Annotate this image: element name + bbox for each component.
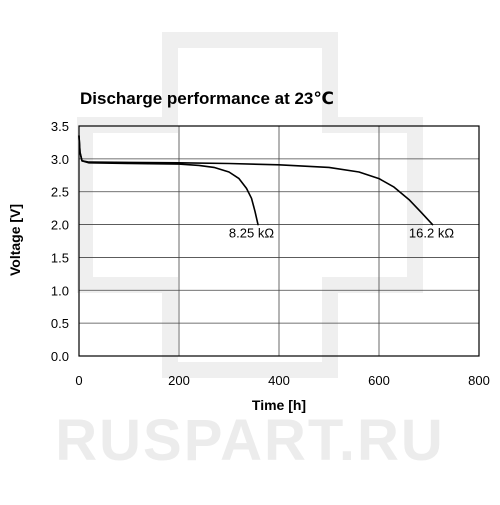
annotations: 8.25 kΩ 16.2 kΩ <box>229 226 454 241</box>
y-axis-label: Voltage [V] <box>7 204 23 276</box>
series-line <box>78 135 259 226</box>
series-annotation: 16.2 kΩ <box>409 226 454 241</box>
watermark: RUSPART.RU <box>55 32 445 473</box>
x-tick-label: 600 <box>368 373 390 388</box>
plot-frame <box>78 125 480 357</box>
x-tick-label: 200 <box>168 373 190 388</box>
y-tick-label: 1.0 <box>51 283 69 298</box>
watermark-cross-icon <box>77 32 423 378</box>
series-annotation: 8.25 kΩ <box>229 226 274 241</box>
x-tick-label: 800 <box>468 373 490 388</box>
y-tick-label: 2.0 <box>51 218 69 233</box>
y-tick-label: 0.5 <box>51 316 69 331</box>
series <box>78 135 434 226</box>
x-tick-label: 0 <box>75 373 82 388</box>
tick-labels: 0 200 400 600 800 0.0 0.5 1.0 1.5 2.0 2.5 3.0 3.5 <box>51 119 490 388</box>
x-axis-label: Time [h] <box>252 397 306 413</box>
series-line <box>78 135 434 226</box>
y-tick-label: 3.5 <box>51 119 69 134</box>
y-tick-label: 0.0 <box>51 349 69 364</box>
x-tick-label: 400 <box>268 373 290 388</box>
y-tick-label: 2.5 <box>51 185 69 200</box>
chart-title: Discharge performance at 23℃ <box>80 89 334 108</box>
y-tick-label: 3.0 <box>51 152 69 167</box>
watermark-text: RUSPART.RU <box>55 408 445 473</box>
y-tick-label: 1.5 <box>51 250 69 265</box>
